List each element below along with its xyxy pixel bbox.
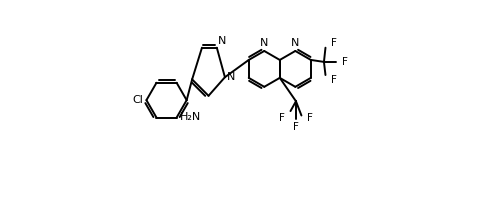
Text: Cl: Cl: [132, 95, 143, 105]
Text: F: F: [293, 122, 299, 132]
Text: F: F: [342, 57, 348, 67]
Text: H₂N: H₂N: [180, 112, 201, 122]
Text: N: N: [226, 72, 235, 82]
Text: N: N: [260, 38, 268, 48]
Text: N: N: [218, 35, 226, 46]
Text: F: F: [279, 113, 285, 123]
Text: N: N: [291, 38, 300, 48]
Text: F: F: [331, 38, 337, 48]
Text: F: F: [331, 75, 337, 85]
Text: F: F: [307, 113, 313, 123]
